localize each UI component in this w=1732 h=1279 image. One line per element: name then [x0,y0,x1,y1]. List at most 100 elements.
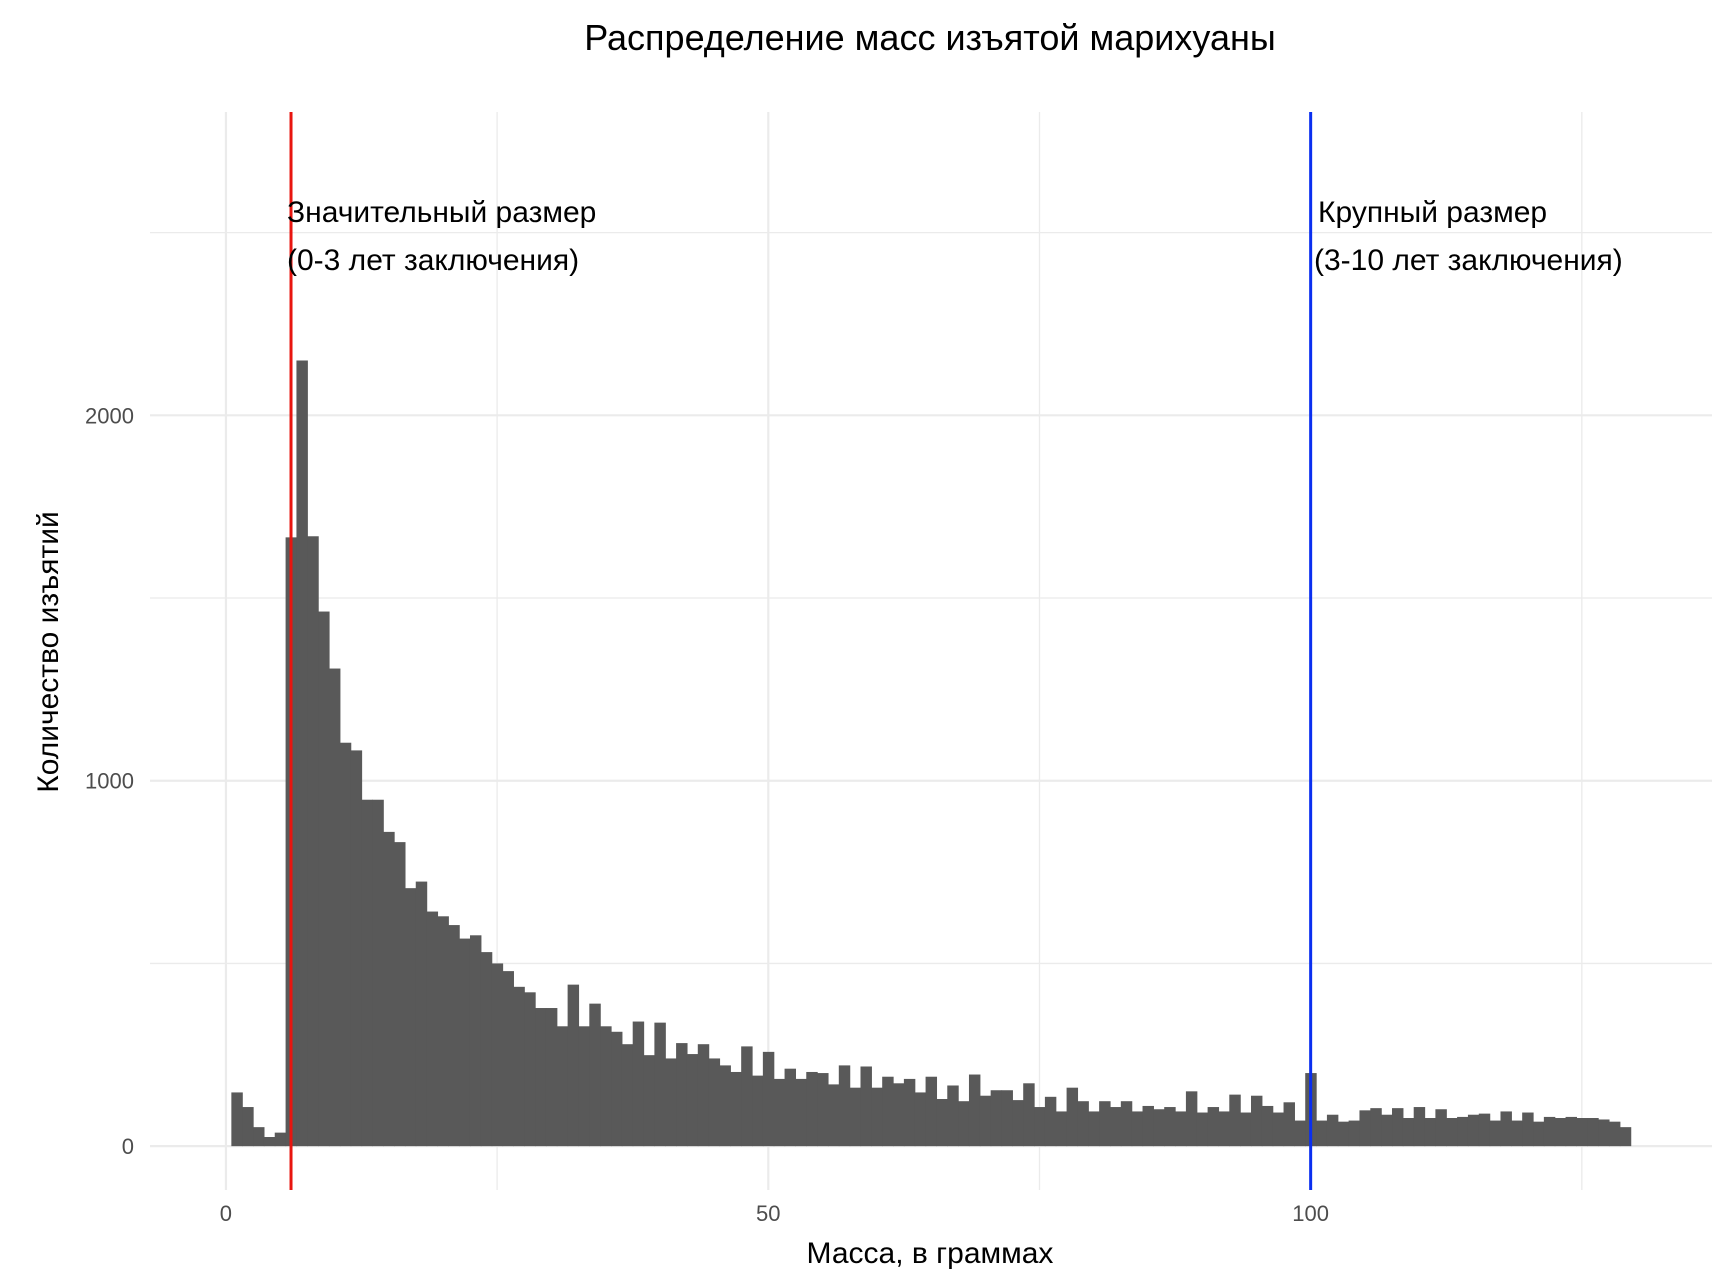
histogram-bar [752,1075,764,1147]
annotation-large-line1: Крупный размер [1318,196,1547,229]
y-tick-label: 0 [122,1134,134,1159]
histogram-bar [1424,1118,1436,1147]
chart-title: Распределение масс изъятой марихуаны [584,17,1276,58]
histogram-bar [307,536,319,1147]
histogram-bar [328,668,341,1147]
histogram-bar [1077,1101,1089,1147]
histogram-bar [947,1085,959,1147]
histogram-bar [556,1026,569,1147]
histogram-bar [914,1092,927,1147]
histogram-bar [480,952,493,1147]
histogram-bar [1131,1111,1144,1147]
histogram-bar [383,831,395,1147]
histogram-bar [676,1043,688,1147]
histogram-bar [1283,1102,1295,1147]
histogram-bar [578,1026,590,1147]
histogram-bar [1261,1105,1274,1147]
histogram-bar [459,938,471,1147]
histogram-bar [925,1076,938,1147]
histogram-bar [1326,1114,1339,1147]
histogram-bar [697,1044,710,1147]
histogram-bar [730,1071,742,1147]
histogram-bar [1175,1111,1187,1147]
histogram-bar [1055,1111,1068,1147]
histogram-bar [415,881,428,1147]
histogram-bar [686,1054,699,1147]
y-axis-label: Количество изъятий [32,511,65,793]
histogram-bar [654,1022,666,1147]
histogram-bar [1511,1120,1523,1147]
histogram-bar [784,1068,797,1147]
histogram-bar [1522,1112,1534,1147]
histogram-bar [1153,1109,1165,1147]
histogram-bar [491,963,504,1147]
histogram-bar [426,911,439,1147]
histogram-bar [372,799,384,1147]
histogram-bar [1218,1111,1230,1147]
histogram-bar [1543,1116,1556,1147]
histogram-bar [708,1058,721,1147]
histogram-bar [1348,1120,1361,1147]
histogram-bar [394,842,406,1147]
histogram-bar [1034,1107,1046,1147]
histogram-bar [1229,1094,1241,1147]
histogram-bar [1554,1118,1567,1147]
histogram-bar [990,1090,1003,1147]
histogram-bar [1012,1100,1024,1147]
histogram-bar [1109,1107,1122,1147]
histogram-bar [1294,1120,1306,1147]
histogram-bar [253,1127,265,1147]
histogram-bar [1044,1096,1057,1147]
histogram-bar [361,799,373,1147]
histogram-bar [545,1008,558,1147]
histogram-bar [1164,1107,1176,1147]
histogram-bar [1489,1120,1502,1147]
histogram-bar [1196,1112,1209,1147]
y-axis-ticks: 0 1000 2000 [85,403,134,1159]
histogram-bar [1066,1087,1079,1147]
histogram-bar [296,360,308,1147]
histogram-bar [1392,1108,1404,1147]
annotation-significant-line2: (0-3 лет заключения) [287,244,579,277]
histogram-bar [1370,1108,1382,1147]
histogram-bar [1619,1127,1632,1147]
histogram-bar [448,925,460,1147]
histogram-bar [773,1078,786,1147]
histogram-bar [632,1021,645,1147]
histogram-bar [817,1073,829,1147]
histogram-bar [1207,1107,1220,1147]
histogram-bar [1185,1091,1198,1147]
x-axis-label: Масса, в граммах [807,1237,1054,1270]
histogram-bar [1001,1090,1013,1147]
histogram-bar [1023,1083,1035,1147]
annotation-significant-line1: Значительный размер [287,196,596,229]
histogram-bar [893,1083,905,1147]
histogram-bar [838,1065,851,1147]
histogram-bar [1250,1095,1263,1147]
histogram-bar [719,1065,731,1147]
histogram-bar [339,742,352,1147]
histogram-bar [513,986,525,1147]
histogram-bar [589,1003,601,1147]
x-axis-ticks: 0 50 100 [220,1201,1329,1226]
histogram-bar [502,971,514,1147]
histogram-bar [1576,1118,1588,1147]
histogram-bar [567,984,580,1147]
annotation-large-line2: (3-10 лет заключения) [1314,244,1623,277]
histogram-bar [1587,1118,1599,1147]
histogram-bar [762,1051,775,1147]
histogram-bar [1500,1111,1512,1147]
x-tick-label: 50 [756,1201,780,1226]
histogram-bar [1120,1101,1133,1147]
histogram-bar [1337,1121,1350,1147]
x-tick-label: 0 [220,1201,232,1226]
histogram-bar [741,1046,753,1147]
histogram-bar [979,1095,992,1147]
histogram-bar [1478,1113,1491,1147]
histogram-bar [611,1031,623,1147]
histogram-bar [1402,1118,1415,1147]
histogram-bar [242,1107,254,1147]
histogram-bar [1413,1107,1426,1147]
histogram-bar [936,1099,948,1147]
